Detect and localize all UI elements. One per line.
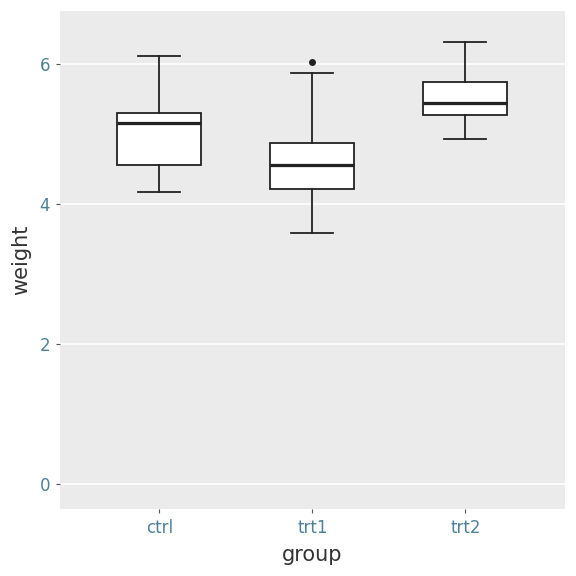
PathPatch shape <box>117 113 202 165</box>
X-axis label: group: group <box>282 545 343 565</box>
Y-axis label: weight: weight <box>11 225 31 295</box>
PathPatch shape <box>270 143 354 190</box>
PathPatch shape <box>423 82 507 115</box>
